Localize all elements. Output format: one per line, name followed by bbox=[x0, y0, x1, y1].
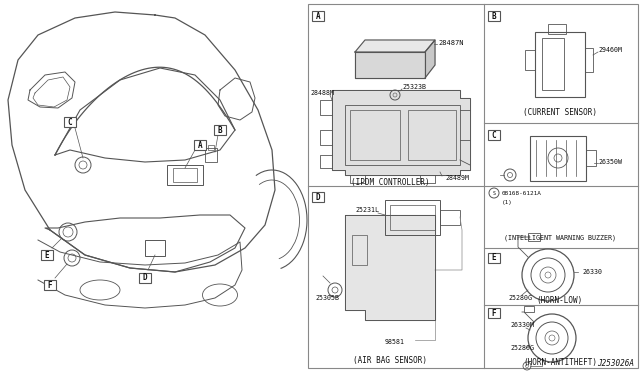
Bar bbox=[139, 273, 151, 283]
Text: B: B bbox=[218, 125, 222, 135]
Text: F: F bbox=[492, 308, 496, 317]
Bar bbox=[488, 130, 500, 140]
Bar bbox=[585, 48, 593, 72]
Text: 25305B: 25305B bbox=[315, 295, 339, 301]
Bar bbox=[586, 150, 596, 166]
Bar bbox=[214, 125, 226, 135]
Text: J253026A: J253026A bbox=[597, 359, 634, 369]
Text: F: F bbox=[48, 280, 52, 289]
Bar bbox=[440, 210, 460, 225]
Text: (AIR BAG SENSOR): (AIR BAG SENSOR) bbox=[353, 356, 427, 365]
Bar bbox=[408, 110, 456, 160]
Polygon shape bbox=[355, 40, 435, 52]
Bar bbox=[308, 4, 638, 368]
Bar bbox=[345, 105, 460, 165]
Polygon shape bbox=[355, 52, 425, 78]
Text: (CURRENT SENSOR): (CURRENT SENSOR) bbox=[523, 108, 597, 116]
Text: A: A bbox=[198, 141, 202, 150]
Text: 98581: 98581 bbox=[385, 339, 405, 345]
Bar bbox=[535, 32, 585, 97]
Bar bbox=[208, 145, 214, 150]
Bar bbox=[145, 240, 165, 256]
Bar bbox=[44, 280, 56, 290]
Bar bbox=[542, 38, 564, 90]
Bar bbox=[167, 165, 203, 185]
Bar bbox=[173, 168, 197, 182]
Polygon shape bbox=[332, 90, 470, 175]
Text: 26330: 26330 bbox=[582, 269, 602, 275]
Text: 25323B: 25323B bbox=[402, 84, 426, 90]
Bar bbox=[350, 110, 400, 160]
Text: B: B bbox=[492, 12, 496, 20]
Text: 25231L: 25231L bbox=[355, 207, 379, 213]
Text: S: S bbox=[493, 190, 495, 196]
Bar bbox=[525, 50, 535, 70]
Bar bbox=[385, 200, 440, 235]
Text: E: E bbox=[492, 253, 496, 263]
Bar bbox=[530, 136, 586, 181]
Bar bbox=[352, 235, 367, 265]
Bar bbox=[390, 205, 435, 230]
Text: 26350W: 26350W bbox=[598, 159, 622, 165]
Text: D: D bbox=[143, 273, 147, 282]
Bar bbox=[64, 117, 76, 127]
Text: 08168-6121A: 08168-6121A bbox=[502, 190, 542, 196]
Polygon shape bbox=[345, 215, 435, 320]
Bar bbox=[488, 253, 500, 263]
Bar bbox=[524, 306, 534, 312]
Text: (IPDM CONTROLLER): (IPDM CONTROLLER) bbox=[351, 177, 429, 186]
Text: 29460M: 29460M bbox=[598, 47, 622, 53]
Text: 28487N: 28487N bbox=[438, 40, 463, 46]
Text: D: D bbox=[316, 192, 320, 202]
Text: 25280G: 25280G bbox=[508, 295, 532, 301]
Bar bbox=[488, 308, 500, 318]
Bar bbox=[205, 148, 217, 162]
Bar bbox=[312, 11, 324, 21]
Bar bbox=[548, 24, 566, 34]
Bar bbox=[194, 140, 206, 150]
Text: E: E bbox=[45, 250, 49, 260]
Text: 28488M: 28488M bbox=[310, 90, 334, 96]
Text: A: A bbox=[316, 12, 320, 20]
Text: (INTELLIGENT WARNING BUZZER): (INTELLIGENT WARNING BUZZER) bbox=[504, 235, 616, 241]
Text: (1): (1) bbox=[502, 199, 513, 205]
Bar bbox=[41, 250, 53, 260]
Text: C: C bbox=[68, 118, 72, 126]
Bar bbox=[312, 192, 324, 202]
Text: 26330M: 26330M bbox=[510, 322, 534, 328]
Text: (HORN-ANTITHEFT): (HORN-ANTITHEFT) bbox=[523, 357, 597, 366]
Text: 25280G: 25280G bbox=[510, 345, 534, 351]
Text: (HORN-LOW): (HORN-LOW) bbox=[537, 295, 583, 305]
Bar bbox=[528, 233, 540, 241]
Polygon shape bbox=[425, 40, 435, 78]
Text: C: C bbox=[492, 131, 496, 140]
Bar bbox=[488, 11, 500, 21]
Text: 28489M: 28489M bbox=[445, 175, 469, 181]
